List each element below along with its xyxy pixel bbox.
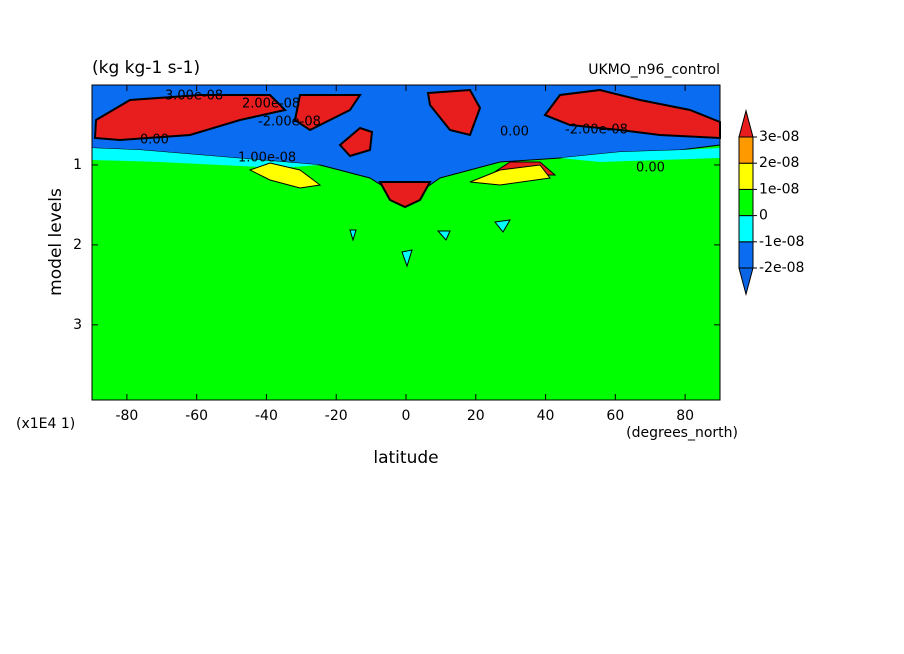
contour-label: 0.00 — [636, 161, 665, 176]
x-axis-label: latitude — [373, 448, 438, 468]
colorbar-bin — [738, 136, 754, 164]
colorbar-label: -1e-08 — [759, 234, 804, 250]
y-tick-label: 1 — [73, 157, 82, 173]
y-axis-label: model levels — [46, 188, 66, 296]
colorbar-label: 1e-08 — [759, 181, 799, 197]
field-region — [338, 126, 374, 158]
field-region — [426, 88, 482, 137]
contour-field — [91, 84, 721, 400]
x-units: (degrees_north) — [626, 425, 738, 441]
contour-label: -2.00e-08 — [258, 115, 321, 130]
x-tick-label: -80 — [115, 408, 138, 424]
y-scale-note: (x1E4 1) — [16, 416, 75, 432]
y-tick-label: 3 — [73, 317, 82, 333]
field-region — [248, 162, 322, 189]
colorbar-bin — [738, 241, 754, 269]
x-tick-label: 20 — [467, 408, 485, 424]
colorbar-label: 0 — [759, 208, 768, 224]
field-region — [469, 164, 551, 186]
field-region — [378, 181, 432, 209]
field-region — [92, 148, 320, 168]
contour-label: 0.00 — [500, 125, 529, 140]
contour-label: -2.00e-08 — [565, 123, 628, 138]
field-region — [93, 94, 287, 142]
contour-label: 1.00e-08 — [238, 151, 296, 166]
x-tick-label: -60 — [185, 408, 208, 424]
contour-label: 2.00e-08 — [242, 97, 300, 112]
colorbar-bin — [738, 215, 754, 243]
chart-subtitle: UKMO_n96_control — [588, 62, 720, 78]
colorbar-bin — [738, 162, 754, 190]
colorbar-triangle — [738, 108, 754, 138]
x-tick-label: 80 — [676, 408, 694, 424]
x-tick-label: 0 — [402, 408, 411, 424]
field-region — [293, 94, 362, 132]
x-tick-label: -40 — [255, 408, 278, 424]
contour-label: 0.00 — [140, 133, 169, 148]
contour-label: 3.00e-08 — [165, 89, 223, 104]
x-tick-label: 60 — [606, 408, 624, 424]
field-region — [349, 219, 511, 268]
field-region — [560, 148, 720, 162]
y-tick-label: 2 — [73, 237, 82, 253]
chart-title: (kg kg-1 s-1) — [92, 58, 200, 78]
colorbar-label: -2e-08 — [759, 260, 804, 276]
colorbar-label: 3e-08 — [759, 129, 799, 145]
x-tick-label: 40 — [537, 408, 555, 424]
x-tick-label: -20 — [325, 408, 348, 424]
colorbar-label: 2e-08 — [759, 155, 799, 171]
colorbar-bin — [738, 188, 754, 217]
